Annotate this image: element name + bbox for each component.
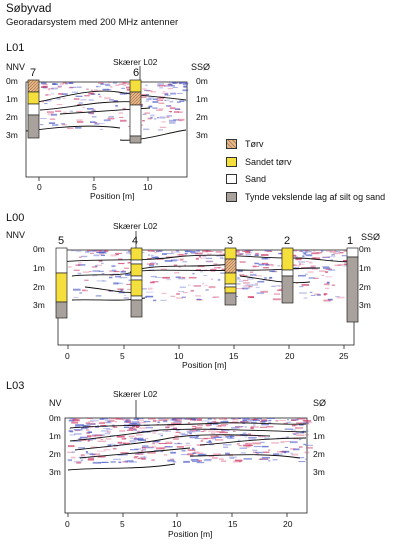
crossing-label-l01: Skærer L02 — [113, 57, 158, 67]
crossing-label-l03: Skærer L02 — [113, 389, 158, 399]
depth-label-right-l01-3m: 3m — [196, 130, 208, 140]
left-direction-l03: NV — [49, 398, 62, 408]
profile-title-l01: L01 — [6, 42, 25, 54]
right-direction-l00: SSØ — [361, 232, 381, 242]
legend-item-silt-sand: Tynde vekslende lag af silt og sand — [226, 192, 385, 202]
depth-label-l03-3m: 3m — [49, 467, 61, 477]
figure-subtitle: Georadarsystem med 200 MHz antenner — [6, 17, 179, 28]
depth-label-l00-2m: 2m — [33, 282, 45, 292]
depth-label-l00-1m: 1m — [33, 263, 45, 273]
legend-swatch-silt-sand — [226, 192, 237, 202]
left-direction-l01: NNV — [6, 62, 26, 72]
x-tick-l00-25: 25 — [339, 351, 349, 361]
x-tick-l00-20: 20 — [285, 351, 295, 361]
reflectors-l03 — [67, 422, 307, 471]
borehole-label-l00-3: 3 — [227, 235, 234, 247]
borehole-l00-2 — [281, 247, 294, 304]
x-axis-label-l03: Position [m] — [168, 529, 213, 539]
profile-frame-l03 — [64, 400, 308, 517]
depth-label-right-l00-0m: 0m — [359, 244, 371, 254]
right-direction-l03: SØ — [313, 398, 327, 408]
borehole-l01-7 — [27, 79, 40, 139]
x-tick-l00-5: 5 — [120, 351, 125, 361]
depth-label-right-l03-1m: 1m — [313, 431, 325, 441]
x-tick-l03-15: 15 — [228, 519, 238, 529]
legend-swatch-torv — [226, 139, 237, 149]
depth-label-l01-1m: 1m — [6, 94, 18, 104]
x-tick-l03-0: 0 — [65, 519, 70, 529]
x-tick-l01-0: 0 — [37, 182, 42, 192]
x-tick-l03-5: 5 — [120, 519, 125, 529]
x-tick-l03-20: 20 — [283, 519, 293, 529]
legend-label-sand: Sand — [245, 174, 267, 184]
borehole-label-l00-1: 1 — [347, 235, 354, 247]
radar-noise-l03 — [67, 418, 314, 464]
legend-label-silt-sand: Tynde vekslende lag af silt og sand — [245, 192, 386, 202]
borehole-label-l00-5: 5 — [58, 235, 65, 247]
depth-label-right-l00-1m: 1m — [359, 263, 371, 273]
x-tick-l01-10: 10 — [143, 182, 153, 192]
depth-label-right-l03-3m: 3m — [313, 467, 325, 477]
x-tick-l00-15: 15 — [229, 351, 239, 361]
depth-label-right-l01-2m: 2m — [196, 112, 208, 122]
borehole-label-l00-2: 2 — [284, 235, 291, 247]
x-tick-l00-10: 10 — [174, 351, 184, 361]
borehole-label-l00-4: 4 — [132, 235, 139, 247]
borehole-l00-3 — [224, 247, 237, 306]
profile-title-l00: L00 — [6, 212, 25, 224]
depth-label-right-l01-0m: 0m — [196, 76, 208, 86]
radar-noise-l00 — [68, 250, 359, 302]
depth-label-l00-0m: 0m — [33, 244, 45, 254]
legend-item-torv: Tørv — [226, 139, 264, 149]
depth-label-right-l00-2m: 2m — [359, 282, 371, 292]
right-direction-l01: SSØ — [191, 62, 211, 72]
borehole-label-l01-7: 7 — [30, 67, 37, 79]
x-tick-l01-5: 5 — [92, 182, 97, 192]
crossing-label-l00: Skærer L02 — [113, 221, 158, 231]
legend-swatch-sand — [226, 174, 237, 184]
x-tick-l03-10: 10 — [172, 519, 182, 529]
depth-label-l03-0m: 0m — [49, 413, 61, 423]
borehole-l00-4 — [130, 247, 143, 318]
borehole-l00-1 — [346, 247, 359, 323]
legend-item-sand: Sand — [226, 174, 266, 184]
depth-label-right-l01-1m: 1m — [196, 94, 208, 104]
legend-label-sandet-torv: Sandet tørv — [245, 157, 292, 167]
depth-label-l01-3m: 3m — [6, 130, 18, 140]
depth-label-l01-2m: 2m — [6, 112, 18, 122]
x-tick-l00-0: 0 — [65, 351, 70, 361]
depth-label-l01-0m: 0m — [6, 76, 18, 86]
legend-item-sandet-torv: Sandet tørv — [226, 157, 292, 167]
depth-label-right-l03-2m: 2m — [313, 449, 325, 459]
depth-label-l00-3m: 3m — [33, 300, 45, 310]
figure-title: Søbyvad — [6, 3, 52, 15]
borehole-l00-5 — [55, 247, 68, 319]
legend-swatch-sandet-torv — [226, 157, 237, 167]
radar-noise-l01 — [40, 82, 190, 131]
profile-frame-l01 — [25, 66, 188, 181]
depth-label-right-l03-0m: 0m — [313, 413, 325, 423]
x-axis-label-l00: Position [m] — [182, 360, 227, 370]
x-axis-label-l01: Position [m] — [90, 191, 135, 201]
borehole-label-l01-6: 6 — [133, 67, 140, 79]
left-direction-l00: NNV — [6, 230, 26, 240]
depth-label-l03-2m: 2m — [49, 449, 61, 459]
depth-label-l03-1m: 1m — [49, 431, 61, 441]
profile-title-l03: L03 — [6, 380, 25, 392]
legend-label-torv: Tørv — [245, 139, 264, 149]
borehole-l01-6 — [129, 79, 142, 144]
depth-label-right-l00-3m: 3m — [359, 300, 371, 310]
